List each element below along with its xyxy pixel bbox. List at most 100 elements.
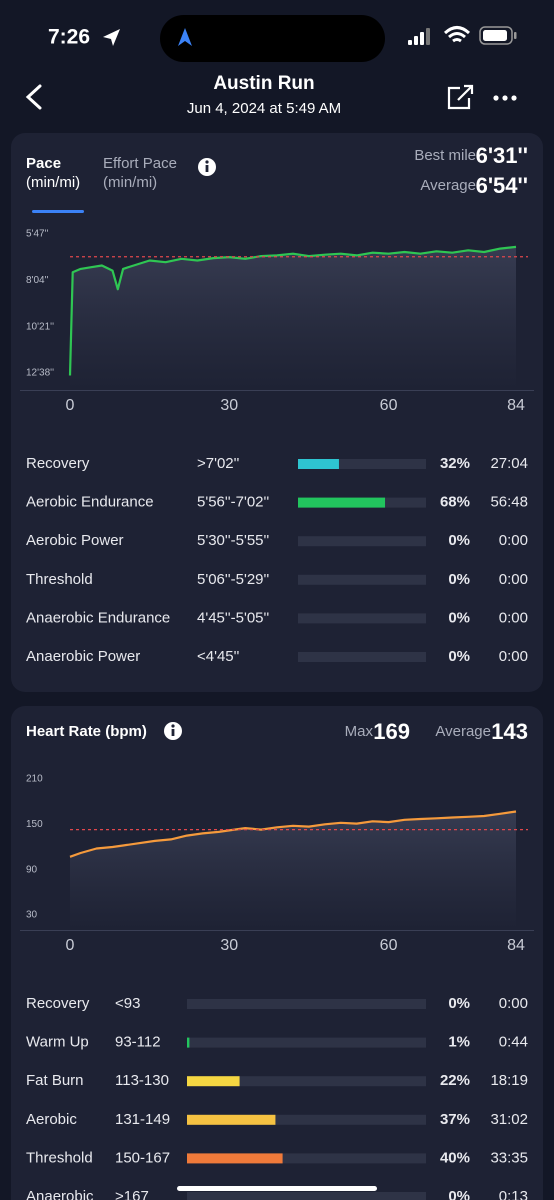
nav-icon: [178, 28, 192, 46]
zone-track: [298, 652, 426, 662]
line: [68, 245, 517, 376]
zone-range: 5'30''-5'55'': [197, 532, 269, 549]
zone-bar: [187, 1037, 190, 1048]
y-tick-label: 12'38'': [26, 368, 54, 379]
zone-name: Threshold: [26, 1149, 93, 1166]
zone-track: [298, 459, 426, 469]
zone-name: Anaerobic Power: [26, 648, 140, 665]
zone-time: 33:35: [490, 1149, 528, 1166]
zone-time: 27:04: [490, 455, 528, 472]
zone-time: 0:00: [499, 532, 528, 549]
zone-percent: 32%: [440, 455, 470, 472]
stat-value: 6'54'': [476, 173, 528, 198]
zone-name: Aerobic: [26, 1111, 77, 1128]
stat-label: Average: [435, 723, 491, 740]
zone-range: 4'45''-5'05'': [197, 609, 269, 626]
zone-range: 150-167: [115, 1149, 170, 1166]
signal-icon: [408, 28, 430, 45]
home-indicator: [177, 1186, 377, 1191]
zone-percent: 68%: [440, 494, 470, 511]
zone-percent: 40%: [440, 1149, 470, 1166]
stat-value: 169: [373, 719, 410, 744]
zone-percent: 0%: [448, 995, 470, 1012]
dynamic-island: [160, 15, 385, 62]
zone-bar: [298, 459, 339, 469]
zone-track: [187, 1114, 426, 1125]
zone-percent: 22%: [440, 1072, 470, 1089]
status-time: 7:26: [48, 26, 90, 49]
zone-track: [187, 999, 426, 1009]
header-subtitle: Jun 4, 2024 at 5:49 AM: [187, 100, 341, 117]
zone-bar: [187, 1114, 276, 1125]
stat-value: 6'31'': [476, 143, 528, 168]
zone-name: Aerobic Endurance: [26, 494, 154, 511]
zone-bar: [187, 1076, 240, 1087]
zone-track: [187, 1076, 426, 1087]
x-tick-label: 60: [380, 397, 398, 414]
x-tick-label: 0: [66, 397, 75, 414]
stat-label: Max: [345, 723, 374, 740]
zone-time: 0:00: [499, 648, 528, 665]
zone-track: [187, 1037, 426, 1048]
share-button[interactable]: [447, 84, 474, 110]
zone-time: 18:19: [490, 1072, 528, 1089]
more-button[interactable]: [493, 95, 517, 101]
zone-bar: [298, 497, 386, 508]
zone-track: [187, 1153, 426, 1164]
zone-name: Recovery: [26, 995, 90, 1012]
tab-title[interactable]: Pace: [26, 155, 61, 172]
zone-range: 5'06''-5'29'': [197, 571, 269, 588]
zone-bar: [187, 1153, 283, 1164]
zone-percent: 0%: [448, 532, 470, 549]
zone-percent: 0%: [448, 609, 470, 626]
tab-unit[interactable]: (min/mi): [103, 174, 157, 191]
y-tick-label: 90: [26, 864, 38, 875]
wifi-icon: [443, 26, 471, 43]
zone-range: <4'45'': [197, 648, 240, 665]
tab-title[interactable]: Effort Pace: [103, 155, 177, 172]
zone-range: 5'56''-7'02'': [197, 494, 269, 511]
tab-unit[interactable]: (min/mi): [26, 174, 80, 191]
zone-track: [298, 574, 426, 585]
zone-range: 113-130: [115, 1072, 169, 1089]
zone-track: [298, 613, 426, 624]
zone-time: 56:48: [490, 494, 528, 511]
y-tick-label: 5'47'': [26, 229, 49, 240]
area: [70, 811, 516, 930]
line: [69, 810, 517, 858]
zone-percent: 1%: [448, 1034, 470, 1051]
back-button[interactable]: [25, 84, 42, 110]
zone-track: [187, 1192, 426, 1200]
zone-time: 0:00: [499, 609, 528, 626]
y-tick-label: 30: [26, 910, 38, 921]
x-tick-label: 84: [507, 937, 525, 954]
card-title: Heart Rate (bpm): [26, 723, 147, 740]
zone-time: 0:00: [499, 995, 528, 1012]
header-title: Austin Run: [213, 73, 314, 94]
x-tick-label: 84: [507, 397, 525, 414]
zone-time: 0:13: [499, 1188, 528, 1200]
x-tick-label: 30: [220, 397, 238, 414]
y-tick-label: 8'04'': [26, 275, 49, 286]
zone-time: 0:00: [499, 571, 528, 588]
zone-name: Anaerobic Endurance: [26, 609, 170, 626]
zone-name: Warm Up: [26, 1034, 89, 1051]
area: [70, 246, 516, 390]
zone-name: Threshold: [26, 571, 93, 588]
zone-name: Anaerobic: [26, 1188, 94, 1200]
y-tick-label: 150: [26, 819, 43, 830]
zone-name: Aerobic Power: [26, 532, 124, 549]
info-icon[interactable]: [198, 158, 216, 176]
info-icon[interactable]: [164, 722, 182, 740]
zone-percent: 0%: [448, 1188, 470, 1200]
tab-indicator: [32, 210, 84, 213]
x-tick-label: 60: [380, 937, 398, 954]
zone-range: <93: [115, 995, 140, 1012]
stat-label: Best mile: [414, 147, 476, 164]
zone-range: 93-112: [115, 1034, 161, 1051]
zone-name: Recovery: [26, 455, 90, 472]
zone-range: >7'02'': [197, 455, 240, 472]
y-tick-label: 210: [26, 774, 43, 785]
x-tick-label: 30: [220, 937, 238, 954]
pace-card: [11, 133, 543, 692]
